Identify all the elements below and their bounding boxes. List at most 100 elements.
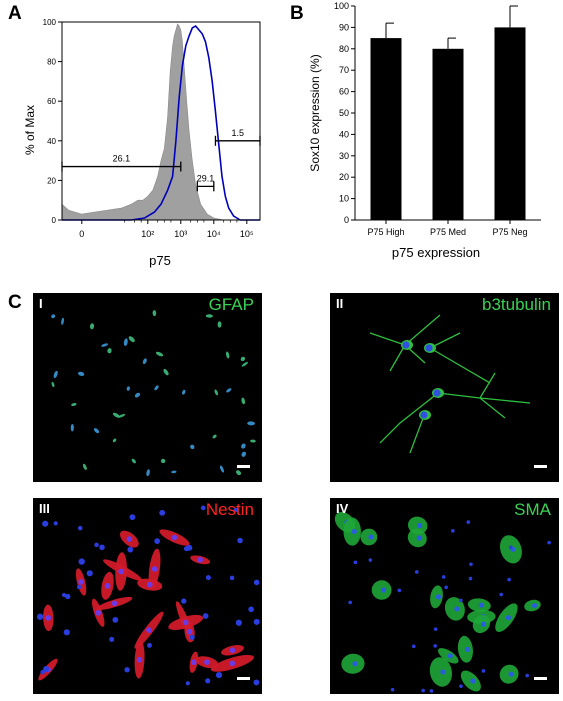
neurite <box>379 372 531 444</box>
gate-label: 26.1 <box>113 154 131 164</box>
nucleus <box>189 634 195 640</box>
nucleus <box>508 545 513 550</box>
cell <box>225 351 230 359</box>
cell <box>78 371 85 376</box>
cell <box>112 412 120 418</box>
micrograph-stain-label: Nestin <box>205 500 254 519</box>
scale-bar <box>534 465 547 468</box>
nucleus <box>481 669 486 673</box>
nucleus <box>111 600 118 607</box>
nucleus <box>447 653 453 659</box>
nucleus <box>204 659 210 665</box>
scale-bar <box>237 677 250 680</box>
micrograph-gfap-cells <box>51 310 256 477</box>
cell <box>154 385 159 391</box>
y-tick-label: 40 <box>339 129 349 139</box>
nucleus <box>99 544 105 551</box>
nucleus <box>229 575 235 581</box>
micrograph-gfap: I GFAP <box>33 293 262 482</box>
nucleus <box>397 588 402 593</box>
nucleus <box>435 594 442 600</box>
cell <box>152 310 157 317</box>
nucleus <box>200 505 206 511</box>
plot-frame <box>61 21 261 221</box>
nucleus <box>459 684 463 688</box>
neurite <box>409 412 426 454</box>
nucleus <box>248 606 254 613</box>
nucleus <box>185 681 190 686</box>
nucleus <box>454 606 460 612</box>
cell <box>142 358 147 365</box>
category-label: P75 Neg <box>492 227 527 237</box>
nucleus <box>205 678 211 684</box>
nucleus <box>433 627 438 631</box>
nucleus <box>348 600 352 605</box>
scale-bar <box>237 465 250 468</box>
nucleus <box>458 598 463 603</box>
nucleus <box>402 341 410 349</box>
x-tick-label: 10³ <box>174 229 187 239</box>
micrograph-b3tubulin-cells <box>369 314 531 454</box>
x-tick-label: 10⁴ <box>207 229 221 239</box>
nucleus <box>352 661 358 667</box>
nucleus <box>159 509 166 516</box>
cell <box>240 356 246 362</box>
nucleus <box>416 535 422 541</box>
nucleus <box>86 570 93 577</box>
nucleus <box>525 673 530 678</box>
nucleus <box>253 618 260 625</box>
y-tick-label: 100 <box>334 1 349 11</box>
nucleus <box>186 628 193 635</box>
cell <box>70 424 74 432</box>
cell <box>160 458 166 464</box>
cell <box>128 336 135 343</box>
y-tick-label: 0 <box>52 216 57 225</box>
cell <box>90 323 95 330</box>
nucleus <box>531 602 538 609</box>
nucleus <box>233 507 238 513</box>
cell <box>93 428 100 434</box>
nucleus <box>253 579 260 586</box>
nucleus <box>215 672 223 679</box>
nucleus <box>182 619 189 626</box>
nucleus <box>183 546 190 552</box>
nucleus <box>136 656 143 663</box>
histogram-series-0 <box>61 23 224 221</box>
nucleus <box>42 520 49 527</box>
nucleus <box>171 534 178 541</box>
neurite <box>369 314 441 372</box>
bar-y-axis-label: Sox10 expression (%) <box>308 54 322 171</box>
nucleus <box>65 593 71 600</box>
cell <box>205 314 213 318</box>
nucleus <box>469 562 473 567</box>
micrograph-numeral: III <box>39 501 50 516</box>
y-tick-label: 40 <box>47 137 56 146</box>
cell <box>171 470 177 474</box>
nucleus <box>235 619 242 626</box>
cell <box>51 314 56 319</box>
flow-y-axis-label: % of Max <box>23 105 37 155</box>
nucleus <box>368 534 374 540</box>
x-tick-label: 10⁵ <box>240 229 254 239</box>
flow-x-axis-label: p75 <box>149 253 171 268</box>
nucleus <box>468 576 473 581</box>
nucleus <box>77 525 83 531</box>
nucleus <box>353 560 358 565</box>
cell <box>217 321 222 328</box>
micrograph-nestin-cells <box>36 505 260 686</box>
nucleus <box>127 546 134 553</box>
cell <box>226 388 232 393</box>
nucleus <box>78 579 84 585</box>
nucleus <box>508 671 514 677</box>
cell <box>112 438 117 443</box>
nucleus <box>470 678 476 684</box>
cell <box>214 389 219 396</box>
cell <box>241 451 247 457</box>
nucleus <box>420 411 428 419</box>
nucleus <box>147 642 152 648</box>
y-tick-label: 10 <box>339 194 349 204</box>
micrograph-numeral: IV <box>336 501 349 516</box>
nucleus <box>53 521 58 526</box>
y-tick-label: 50 <box>339 108 349 118</box>
nucleus <box>151 566 158 572</box>
